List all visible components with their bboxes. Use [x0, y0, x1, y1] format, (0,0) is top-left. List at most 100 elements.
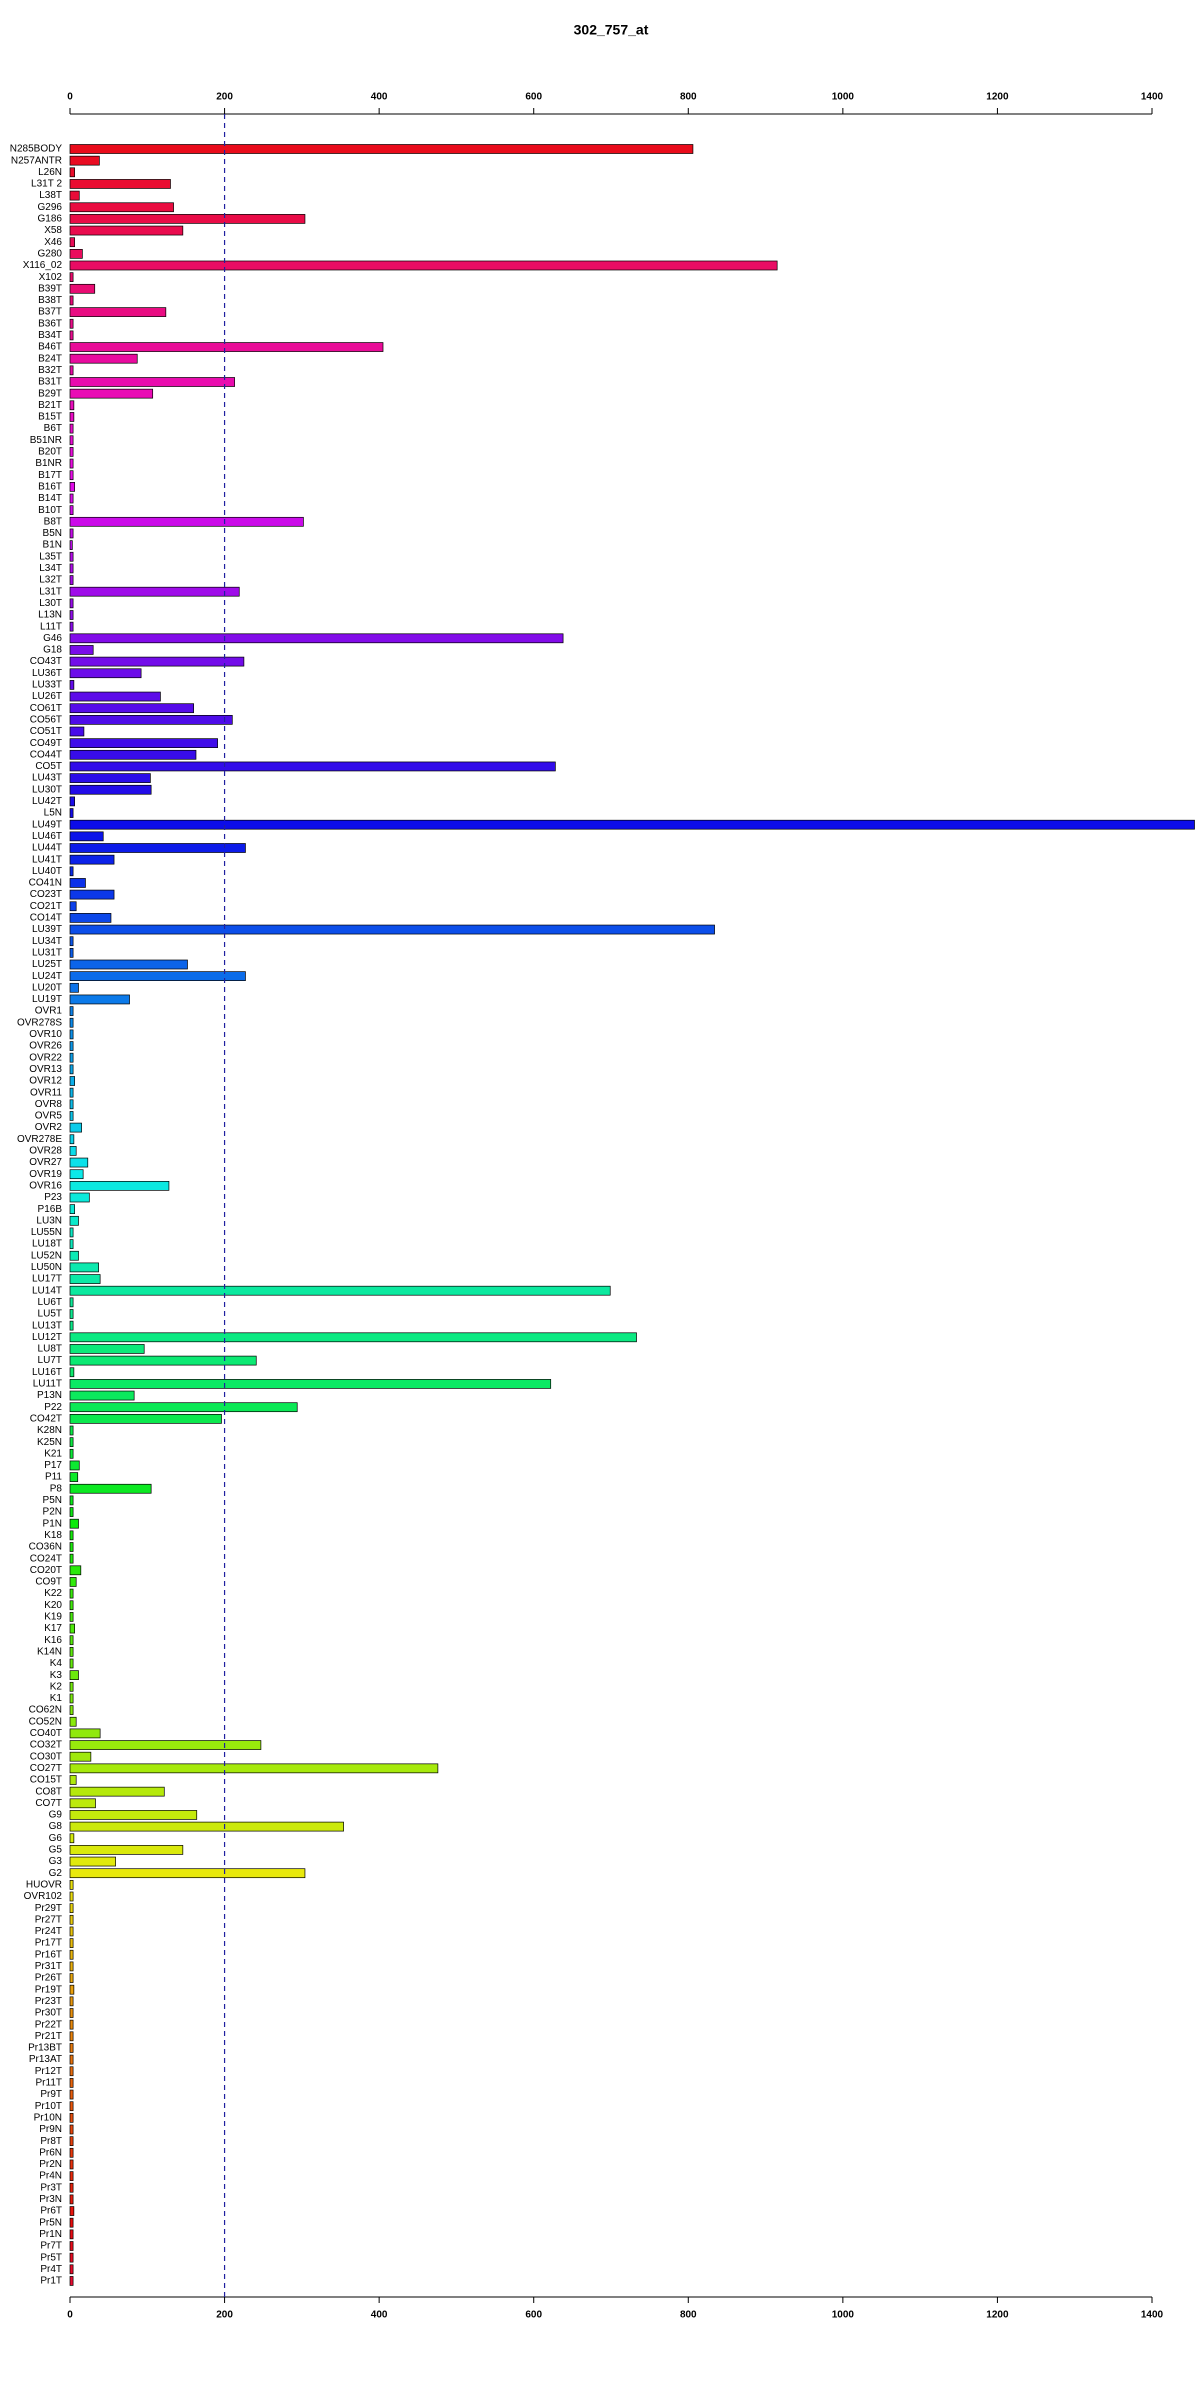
y-tick-label: CO49T: [30, 738, 62, 749]
y-tick-label: OVR278S: [17, 1017, 62, 1028]
bar: [69, 388, 154, 399]
y-tick-label: G280: [38, 248, 63, 259]
y-tick-label: Pr10N: [34, 2112, 62, 2123]
y-tick-label: Pr10T: [35, 2101, 62, 2112]
bar: [69, 1635, 74, 1646]
y-tick-label: P16B: [38, 1204, 63, 1215]
bar: [69, 1623, 75, 1634]
y-tick-label: Pr12T: [35, 2066, 62, 2077]
y-tick-label: L38T: [39, 190, 62, 201]
bar: [69, 1239, 74, 1249]
y-tick-label: Pr19T: [35, 1984, 62, 1995]
y-tick-label: LU41T: [32, 854, 62, 865]
bar: [69, 307, 167, 317]
bar: [69, 959, 188, 970]
y-tick-label: K4: [50, 1658, 63, 1669]
y-tick-label: B1N: [43, 540, 62, 551]
bar: [69, 1332, 637, 1343]
bar: [69, 423, 74, 434]
y-tick-label: LU46T: [32, 831, 62, 842]
y-tick-label: P8: [50, 1483, 63, 1494]
bar: [69, 1052, 74, 1063]
y-tick-label: X102: [39, 272, 63, 283]
y-tick-label: OVR22: [29, 1052, 62, 1063]
y-tick-label: G2: [49, 1868, 63, 1879]
bar: [69, 505, 74, 515]
bar: [69, 1903, 74, 1914]
bar: [69, 2276, 74, 2286]
y-tick-label: G9: [49, 1810, 63, 1821]
bar: [69, 1530, 74, 1541]
y-tick-label: Pr16T: [35, 1949, 62, 1960]
y-tick-label: LU26T: [32, 691, 62, 702]
y-tick-label: B39T: [38, 283, 62, 294]
y-tick-label: Pr30T: [35, 2008, 62, 2019]
bar: [69, 342, 384, 352]
bar: [69, 1518, 79, 1529]
y-tick-label: L13N: [38, 610, 62, 621]
y-tick-label: LU17T: [32, 1274, 62, 1285]
bar: [69, 878, 86, 888]
bar: [69, 1833, 75, 1844]
y-tick-label: Pr26T: [35, 1973, 62, 1984]
y-tick-label: LU14T: [32, 1285, 62, 1296]
bar: [69, 1402, 298, 1413]
x-tick-label: 0: [67, 2310, 73, 2321]
bar: [69, 1215, 79, 1226]
y-tick-label: G46: [43, 633, 62, 644]
y-tick-label: X46: [44, 237, 62, 248]
bar: [69, 610, 74, 620]
bar: [69, 2147, 74, 2158]
bar: [69, 575, 74, 585]
bar: [69, 2217, 74, 2228]
y-tick-label: LU13T: [32, 1320, 62, 1331]
bar: [69, 1122, 82, 1133]
bar: [69, 1751, 92, 1762]
y-tick-label: CO15T: [30, 1775, 62, 1786]
y-tick-label: Pr5N: [39, 2217, 62, 2228]
bar: [69, 2182, 74, 2193]
bar: [69, 470, 74, 481]
y-tick-label: CO43T: [30, 656, 62, 667]
bar: [69, 1134, 75, 1145]
bar: [69, 1111, 74, 1121]
bar: [69, 2124, 74, 2135]
y-tick-label: OVR278E: [17, 1134, 62, 1145]
bar: [69, 738, 218, 749]
bar: [69, 1646, 74, 1657]
bar: [69, 249, 83, 259]
y-tick-label: B36T: [38, 318, 62, 329]
bar: [69, 1087, 74, 1098]
bar: [69, 761, 556, 772]
y-tick-label: B6T: [44, 423, 62, 434]
y-tick-label: LU25T: [32, 959, 62, 970]
y-tick-label: K20: [44, 1600, 62, 1611]
bar: [69, 2264, 74, 2275]
bar: [69, 1786, 165, 1797]
y-tick-label: B5N: [43, 528, 62, 539]
bar: [69, 1868, 306, 1879]
bar: [69, 656, 245, 667]
y-tick-label: LU52N: [31, 1250, 62, 1261]
y-tick-label: CO61T: [30, 703, 62, 714]
bar: [69, 1845, 184, 1855]
bar: [69, 353, 138, 364]
bar: [69, 784, 152, 795]
bar: [69, 516, 304, 527]
bar: [69, 1577, 77, 1587]
y-tick-label: CO62N: [29, 1705, 62, 1716]
bar: [69, 2043, 74, 2053]
x-tick-label: 200: [216, 92, 233, 103]
y-tick-label: B8T: [44, 516, 62, 527]
y-tick-label: LU7T: [38, 1355, 62, 1366]
y-tick-label: CO9T: [35, 1577, 62, 1588]
bar: [69, 1949, 74, 1960]
y-tick-label: G296: [38, 202, 63, 213]
y-tick-label: Pr7T: [40, 2241, 62, 2252]
y-tick-label: B31T: [38, 377, 62, 388]
y-tick-label: LU24T: [32, 971, 62, 982]
x-tick-label: 1400: [1141, 92, 1164, 103]
y-tick-label: X116_02: [23, 260, 63, 271]
y-tick-label: G6: [49, 1833, 63, 1844]
